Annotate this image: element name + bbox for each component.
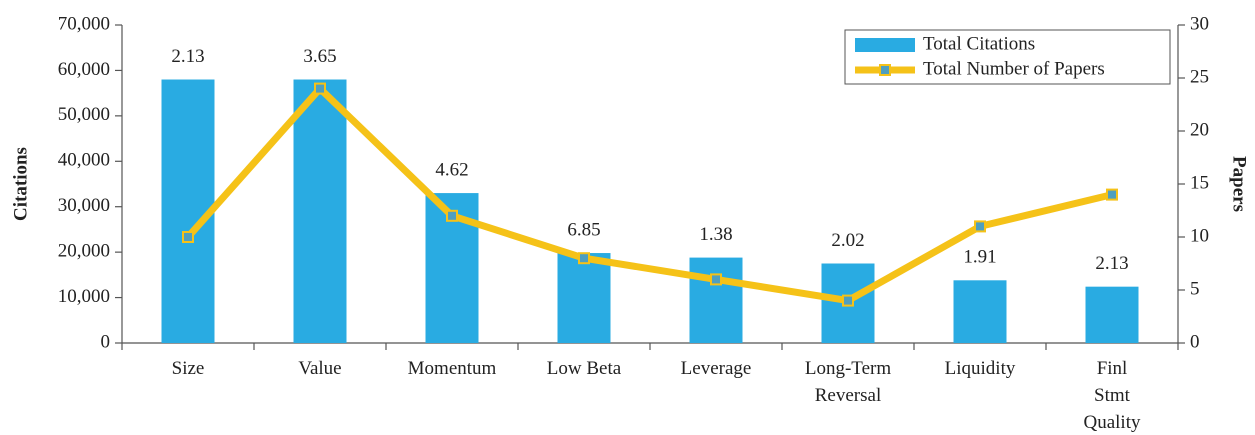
x-tick-line: Long-Term bbox=[805, 358, 891, 379]
y2-tick-label: 5 bbox=[1190, 278, 1200, 299]
y-tick-label: 20,000 bbox=[58, 241, 110, 262]
y2-tick-label: 10 bbox=[1190, 225, 1209, 246]
bar-annotation: 1.38 bbox=[699, 224, 732, 245]
y-tick-label: 60,000 bbox=[58, 59, 110, 80]
x-tick-line: Reversal bbox=[815, 385, 881, 406]
marker bbox=[974, 220, 986, 233]
y-tick-label: 10,000 bbox=[58, 286, 110, 307]
x-tick-line: Stmt bbox=[1094, 385, 1131, 406]
x-tick-label: Size bbox=[172, 358, 205, 379]
marker bbox=[446, 209, 458, 222]
bar bbox=[953, 280, 1007, 343]
x-tick-label: Leverage bbox=[681, 358, 752, 379]
x-tick-label: Finl Stmt Quality bbox=[1084, 358, 1141, 433]
legend-label: Total Citations bbox=[923, 33, 1035, 54]
x-tick-label: Value bbox=[298, 358, 341, 379]
bar bbox=[557, 253, 611, 343]
x-tick-label: Liquidity bbox=[945, 358, 1016, 379]
bar bbox=[1085, 286, 1139, 343]
marker bbox=[842, 294, 854, 307]
y2-tick-label: 0 bbox=[1190, 331, 1200, 352]
y-tick-label: 0 bbox=[101, 331, 111, 352]
x-tick-line: Quality bbox=[1084, 412, 1141, 433]
x-tick-line: Low Beta bbox=[547, 358, 622, 379]
x-tick-line: Momentum bbox=[408, 358, 497, 379]
marker bbox=[578, 252, 590, 265]
bar-annotation: 3.65 bbox=[303, 46, 336, 67]
y-tick-label: 70,000 bbox=[58, 13, 110, 34]
bar-annotation: 2.13 bbox=[171, 46, 204, 67]
y-tick-label: 30,000 bbox=[58, 195, 110, 216]
y2-tick-label: 25 bbox=[1190, 66, 1209, 87]
y2-tick-label: 20 bbox=[1190, 119, 1209, 140]
bar bbox=[293, 79, 347, 343]
marker bbox=[182, 231, 194, 243]
x-tick-label: Long-Term Reversal bbox=[805, 358, 891, 406]
bar-annotation: 4.62 bbox=[435, 159, 468, 180]
y-axis-label: Citations bbox=[10, 147, 31, 221]
legend-label: Total Number of Papers bbox=[923, 58, 1105, 79]
x-tick-line: Size bbox=[172, 358, 205, 379]
bar-annotation: 2.13 bbox=[1095, 253, 1128, 274]
bar-annotation: 1.91 bbox=[963, 247, 996, 268]
x-tick-label: Low Beta bbox=[547, 358, 622, 379]
x-tick-line: Liquidity bbox=[945, 358, 1016, 379]
y-tick-label: 50,000 bbox=[58, 104, 110, 125]
marker bbox=[710, 273, 722, 286]
line bbox=[185, 85, 1113, 305]
legend-marker bbox=[879, 64, 891, 76]
x-tick-line: Leverage bbox=[681, 358, 752, 379]
marker bbox=[1106, 188, 1118, 201]
bar-annotation: 2.02 bbox=[831, 230, 864, 251]
marker bbox=[314, 82, 326, 95]
bar bbox=[161, 79, 215, 343]
y2-tick-label: 15 bbox=[1190, 172, 1209, 193]
bar-annotation: 6.85 bbox=[567, 219, 600, 240]
y2-axis-label: Papers bbox=[1229, 156, 1250, 212]
y2-tick-label: 30 bbox=[1190, 13, 1209, 34]
legend-swatch bbox=[855, 38, 915, 52]
x-tick-line: Value bbox=[298, 358, 341, 379]
y-tick-label: 40,000 bbox=[58, 150, 110, 171]
x-tick-line: Finl bbox=[1097, 358, 1128, 379]
bar bbox=[689, 257, 743, 343]
x-tick-label: Momentum bbox=[408, 358, 497, 379]
